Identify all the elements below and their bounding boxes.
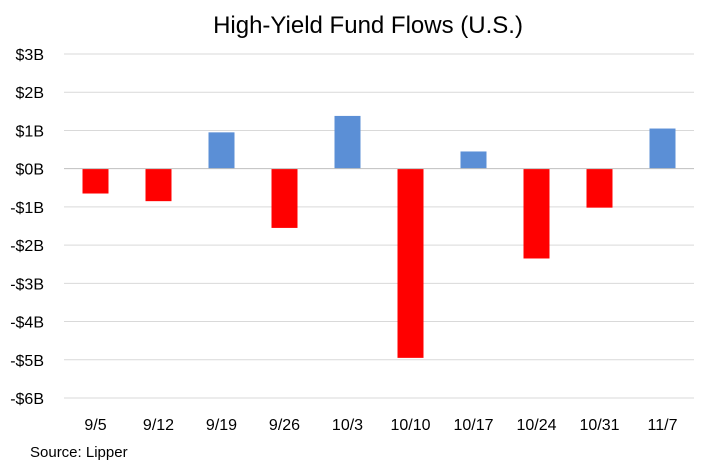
y-tick-label: -$3B bbox=[10, 276, 44, 293]
y-axis-tick-labels: $3B $2B $1B $0B -$1B -$2B -$3B -$4B -$5B -$6B bbox=[10, 47, 44, 408]
y-tick-label: -$4B bbox=[10, 315, 44, 332]
x-tick-label: 10/31 bbox=[579, 417, 619, 434]
bar-10-3 bbox=[334, 115, 361, 169]
bar-10-10 bbox=[397, 168, 424, 358]
y-tick-label: -$5B bbox=[10, 353, 44, 370]
bar-10-17 bbox=[460, 151, 487, 169]
x-tick-label: 11/7 bbox=[648, 417, 678, 434]
x-tick-label: 10/24 bbox=[516, 417, 556, 434]
source-note: Source: Lipper bbox=[30, 444, 128, 461]
x-tick-label: 10/3 bbox=[332, 417, 363, 434]
bar-11-7 bbox=[649, 128, 676, 169]
x-tick-label: 9/5 bbox=[84, 417, 106, 434]
bar-10-31 bbox=[586, 168, 613, 208]
bar-9-26 bbox=[271, 168, 298, 228]
bar-9-5 bbox=[82, 168, 109, 194]
bar-10-24 bbox=[523, 168, 550, 259]
gridlines bbox=[64, 53, 694, 399]
x-tick-label: 10/10 bbox=[390, 417, 430, 434]
y-tick-label: -$2B bbox=[10, 238, 44, 255]
x-tick-label: 9/26 bbox=[269, 417, 300, 434]
y-tick-label: -$6B bbox=[10, 391, 44, 408]
x-axis-tick-labels: 9/5 9/12 9/19 9/26 10/3 10/10 10/17 10/24 10/31 1… bbox=[84, 417, 677, 434]
x-tick-label: 10/17 bbox=[453, 417, 493, 434]
x-tick-label: 9/19 bbox=[206, 417, 237, 434]
y-tick-label: -$1B bbox=[10, 200, 44, 217]
y-tick-label: $1B bbox=[16, 123, 44, 140]
chart-title: High-Yield Fund Flows (U.S.) bbox=[213, 12, 523, 39]
x-tick-label: 9/12 bbox=[143, 417, 174, 434]
y-tick-label: $3B bbox=[16, 47, 44, 64]
bar-9-12 bbox=[145, 168, 172, 202]
bar-9-19 bbox=[208, 132, 235, 169]
bars bbox=[82, 115, 676, 358]
y-tick-label: $2B bbox=[16, 85, 44, 102]
y-tick-label: $0B bbox=[16, 162, 44, 179]
